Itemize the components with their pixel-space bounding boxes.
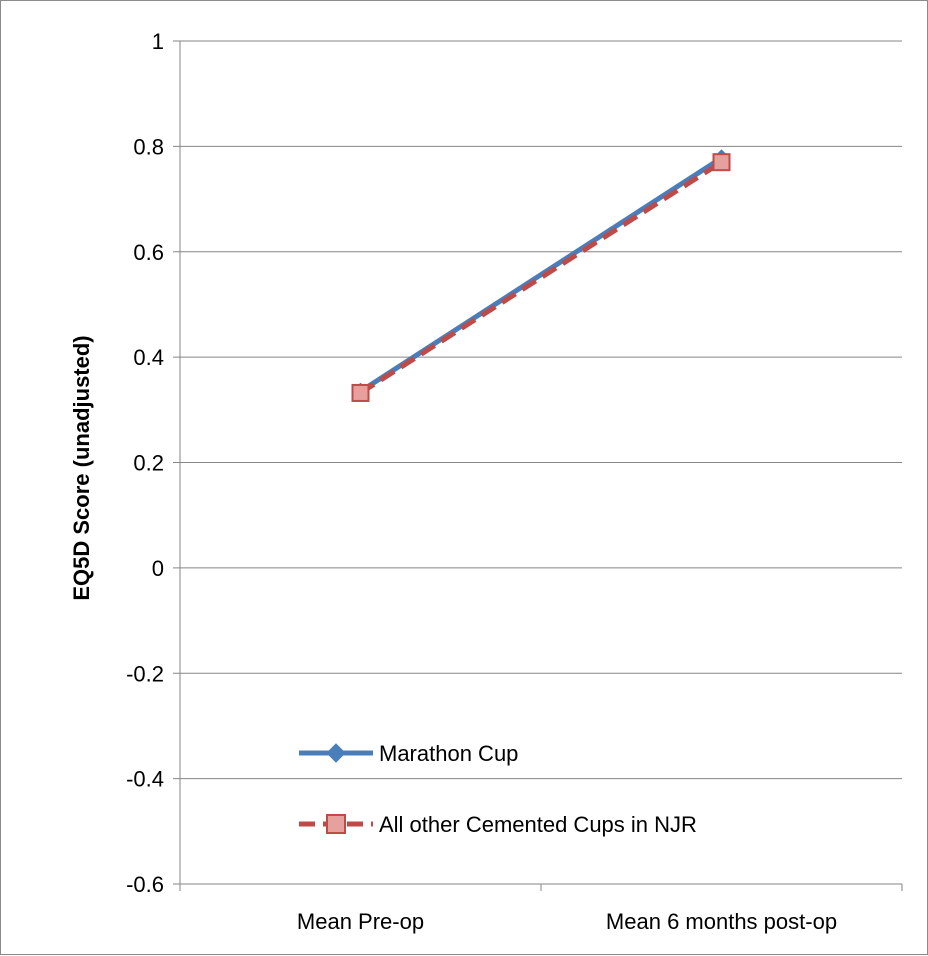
data-point-other-cemented-cups [351,383,370,402]
x-tick-labels: Mean Pre-op Mean 6 months post-op [297,909,837,934]
y-tick-label: 0.4 [133,345,164,370]
legend-item-other-cemented-cups: All other Cemented Cups in NJR [299,812,697,837]
y-tick-label: -0.4 [126,767,164,792]
legend-label-other-cemented-cups: All other Cemented Cups in NJR [379,812,697,837]
legend-marker-marathon-cup [326,743,346,763]
legend-item-marathon-cup: Marathon Cup [299,741,518,766]
gridlines [180,40,902,885]
y-tick-label: -0.2 [126,661,164,686]
series [351,149,731,402]
legend-label-marathon-cup: Marathon Cup [379,741,518,766]
axes [173,40,903,891]
legend-marker-other-cemented-cups [326,814,346,834]
y-tick-label: 0.8 [133,134,164,159]
y-tick-label: 0 [152,556,164,581]
series-other-cemented-cups [351,153,731,402]
y-axis-title: EQ5D Score (unadjusted) [69,335,94,600]
legend: Marathon Cup All other Cemented Cups in N… [299,741,697,837]
y-tick-labels: -0.6 -0.4 -0.2 0 0.2 0.4 0.6 0.8 1 [126,29,164,897]
data-point-other-cemented-cups [712,153,731,172]
y-tick-label: -0.6 [126,872,164,897]
y-tick-label: 0.6 [133,240,164,265]
y-tick-label: 0.2 [133,451,164,476]
x-tick-label: Mean 6 months post-op [606,909,837,934]
series-line-marathon-cup [359,155,723,394]
x-tick-label: Mean Pre-op [297,909,424,934]
y-tick-label: 1 [152,29,164,54]
